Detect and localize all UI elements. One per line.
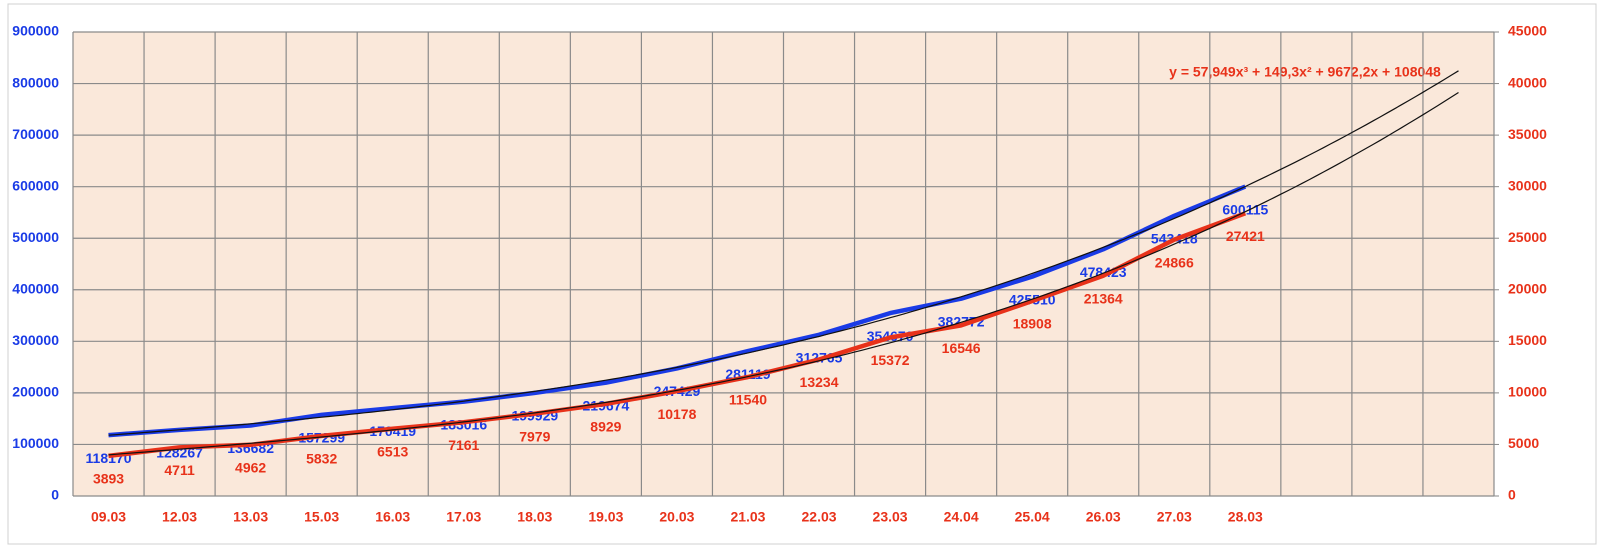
trendline: [108, 91, 1459, 456]
data-label: 600115: [1222, 201, 1268, 217]
y-tick-label: 900000: [12, 23, 59, 39]
data-label: 8929: [590, 419, 621, 435]
y-tick-label: 500000: [12, 229, 59, 245]
trendline-equation: y = 57,949x³ + 149,3x² + 9672,2x + 10804…: [1169, 64, 1441, 80]
data-label: 16546: [942, 340, 981, 356]
y2-tick-label: 20000: [1508, 280, 1547, 296]
y2-tick-label: 25000: [1508, 229, 1547, 245]
y2-tick-label: 15000: [1508, 332, 1547, 348]
x-tick-label: 13.03: [233, 509, 268, 525]
x-tick-label: 12.03: [162, 509, 197, 525]
y2-tick-label: 5000: [1508, 435, 1539, 451]
y2-tick-label: 10000: [1508, 384, 1547, 400]
series-line: [108, 184, 1247, 438]
y-tick-label: 300000: [12, 332, 59, 348]
y-tick-label: 600000: [12, 177, 59, 193]
y-tick-label: 400000: [12, 280, 59, 296]
y2-tick-label: 40000: [1508, 74, 1547, 90]
data-label: 18908: [1013, 316, 1052, 332]
data-label: 10178: [657, 406, 696, 422]
y-tick-label: 700000: [12, 126, 59, 142]
x-tick-label: 18.03: [517, 509, 552, 525]
x-tick-label: 19.03: [588, 509, 623, 525]
data-label: 15372: [871, 352, 910, 368]
data-label: 24866: [1155, 254, 1194, 270]
x-tick-label: 20.03: [659, 509, 694, 525]
data-label: 7161: [448, 437, 479, 453]
data-label: 5832: [306, 451, 337, 467]
x-tick-label: 23.03: [873, 509, 908, 525]
x-tick-label: 27.03: [1157, 509, 1192, 525]
data-label: 3893: [93, 471, 124, 487]
data-label: 11540: [729, 392, 767, 408]
data-label: 13234: [800, 374, 839, 390]
data-label: 6513: [377, 444, 408, 460]
x-tick-label: 22.03: [802, 509, 837, 525]
y2-tick-label: 0: [1508, 487, 1516, 503]
data-label: 4962: [235, 460, 266, 476]
x-tick-label: 21.03: [730, 509, 765, 525]
y-tick-label: 800000: [12, 74, 59, 90]
x-tick-label: 15.03: [304, 509, 339, 525]
trendline: [108, 70, 1459, 436]
data-label: 4711: [164, 462, 195, 478]
y2-tick-label: 30000: [1508, 177, 1547, 193]
x-tick-label: 28.03: [1228, 509, 1263, 525]
data-label: 21364: [1084, 290, 1123, 306]
data-label: 27421: [1226, 228, 1265, 244]
x-tick-label: 16.03: [375, 509, 410, 525]
y-tick-label: 100000: [12, 435, 59, 451]
x-tick-label: 26.03: [1086, 509, 1121, 525]
data-label: 7979: [519, 428, 550, 444]
x-tick-label: 25.04: [1015, 509, 1050, 525]
y2-tick-label: 35000: [1508, 126, 1547, 142]
x-tick-label: 09.03: [91, 509, 126, 525]
y-tick-label: 200000: [12, 384, 59, 400]
x-tick-label: 24.04: [944, 509, 979, 525]
y2-tick-label: 45000: [1508, 23, 1547, 39]
y-tick-label: 0: [51, 487, 59, 503]
x-tick-label: 17.03: [446, 509, 481, 525]
